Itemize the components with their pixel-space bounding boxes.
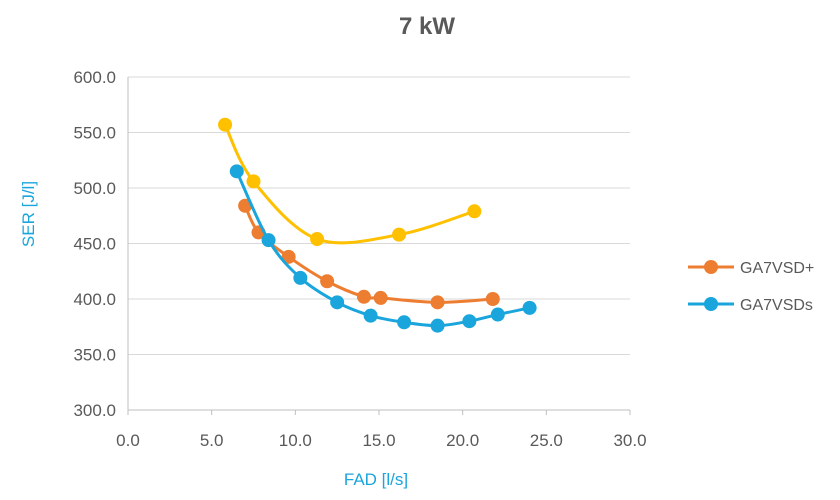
y-tick-label: 350.0 [73, 346, 116, 365]
gridlines [128, 76, 630, 355]
series-line [223, 123, 476, 245]
series-ga7vsds [229, 164, 537, 333]
legend: GA7VSD+ GA7VSDs [688, 260, 814, 314]
series-layer [218, 117, 537, 333]
data-point [392, 227, 407, 242]
series-line [235, 169, 532, 328]
x-tick-label: 0.0 [116, 431, 140, 450]
y-tick-label: 400.0 [73, 290, 116, 309]
y-tick-label: 500.0 [73, 179, 116, 198]
data-point [397, 315, 412, 330]
data-point [261, 233, 276, 248]
data-point [229, 164, 244, 179]
data-point [330, 295, 345, 310]
x-tick-label: 30.0 [613, 431, 646, 450]
data-point [485, 292, 500, 306]
y-tick-label: 450.0 [73, 235, 116, 254]
data-point [363, 308, 378, 323]
y-tick-label: 550.0 [73, 124, 116, 143]
data-point [490, 307, 505, 322]
data-point [462, 314, 477, 329]
data-point [373, 290, 388, 305]
y-axis-title: SER [J/l] [19, 181, 38, 247]
legend-marker [704, 260, 718, 274]
data-point [522, 300, 537, 315]
x-tick-label: 20.0 [446, 431, 479, 450]
data-point [310, 232, 325, 247]
series-unlabeled-0 [218, 117, 482, 247]
data-point [430, 318, 445, 333]
data-point [320, 274, 335, 289]
y-tick-label: 600.0 [73, 68, 116, 87]
legend-marker [704, 297, 718, 311]
chart-title: 7 kW [399, 13, 455, 40]
data-point [218, 117, 233, 132]
legend-label: GA7VSD+ [740, 260, 814, 277]
data-point [430, 295, 445, 310]
data-point [293, 270, 308, 285]
x-tick-label: 5.0 [200, 431, 224, 450]
x-tick-label: 15.0 [362, 431, 395, 450]
x-tick-label: 10.0 [279, 431, 312, 450]
x-tick-label: 25.0 [530, 431, 563, 450]
tick-labels: 300.0 350.0 400.0 450.0 500.0 550.0 600.0 0.0 5.… [73, 68, 646, 450]
x-axis-title: FAD [l/s] [344, 470, 408, 489]
legend-item: GA7VSDs [688, 297, 813, 314]
data-point [281, 249, 296, 264]
data-point [356, 289, 371, 304]
y-tick-label: 300.0 [73, 401, 116, 420]
data-point [246, 174, 261, 189]
data-point [467, 204, 482, 219]
legend-item: GA7VSD+ [688, 260, 814, 277]
legend-label: GA7VSDs [740, 297, 813, 314]
axes [127, 77, 631, 415]
